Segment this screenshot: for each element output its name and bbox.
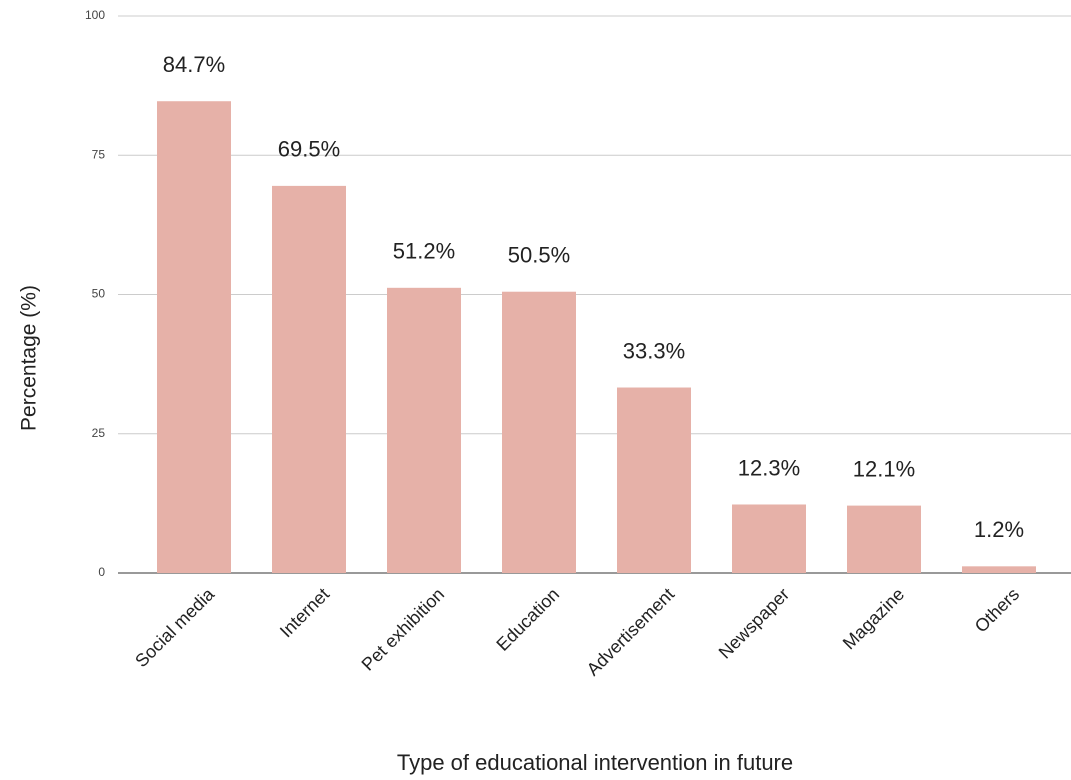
x-axis-title: Type of educational intervention in futu…	[397, 750, 793, 775]
value-label: 51.2%	[393, 239, 455, 264]
bar	[387, 287, 461, 573]
x-tick-label: Magazine	[839, 584, 908, 653]
value-label: 33.3%	[623, 338, 685, 363]
y-tick-label: 50	[92, 287, 106, 301]
x-tick-label: Others	[971, 584, 1023, 636]
value-label: 12.1%	[853, 456, 915, 481]
y-tick-label: 100	[85, 8, 105, 22]
bar	[847, 505, 921, 573]
x-tick-label: Advertisement	[583, 584, 679, 680]
bar	[502, 291, 576, 573]
bar	[962, 566, 1036, 573]
value-label: 1.2%	[974, 517, 1024, 542]
value-label: 50.5%	[508, 243, 570, 268]
bar	[617, 387, 691, 573]
y-tick-label: 25	[92, 426, 106, 440]
bar	[732, 504, 806, 573]
bar	[272, 185, 346, 573]
x-tick-label: Pet exhibition	[358, 584, 449, 675]
x-tick-label: Newspaper	[715, 584, 794, 663]
y-axis-title: Percentage (%)	[18, 285, 41, 431]
x-tick-label: Education	[492, 584, 563, 655]
value-label: 69.5%	[278, 137, 340, 162]
value-label: 84.7%	[163, 52, 225, 77]
y-tick-label: 0	[98, 565, 105, 579]
value-label: 12.3%	[738, 455, 800, 480]
y-tick-label: 75	[92, 147, 106, 161]
bar	[157, 101, 231, 573]
x-tick-label: Social media	[131, 583, 219, 671]
x-tick-label: Internet	[276, 584, 333, 641]
